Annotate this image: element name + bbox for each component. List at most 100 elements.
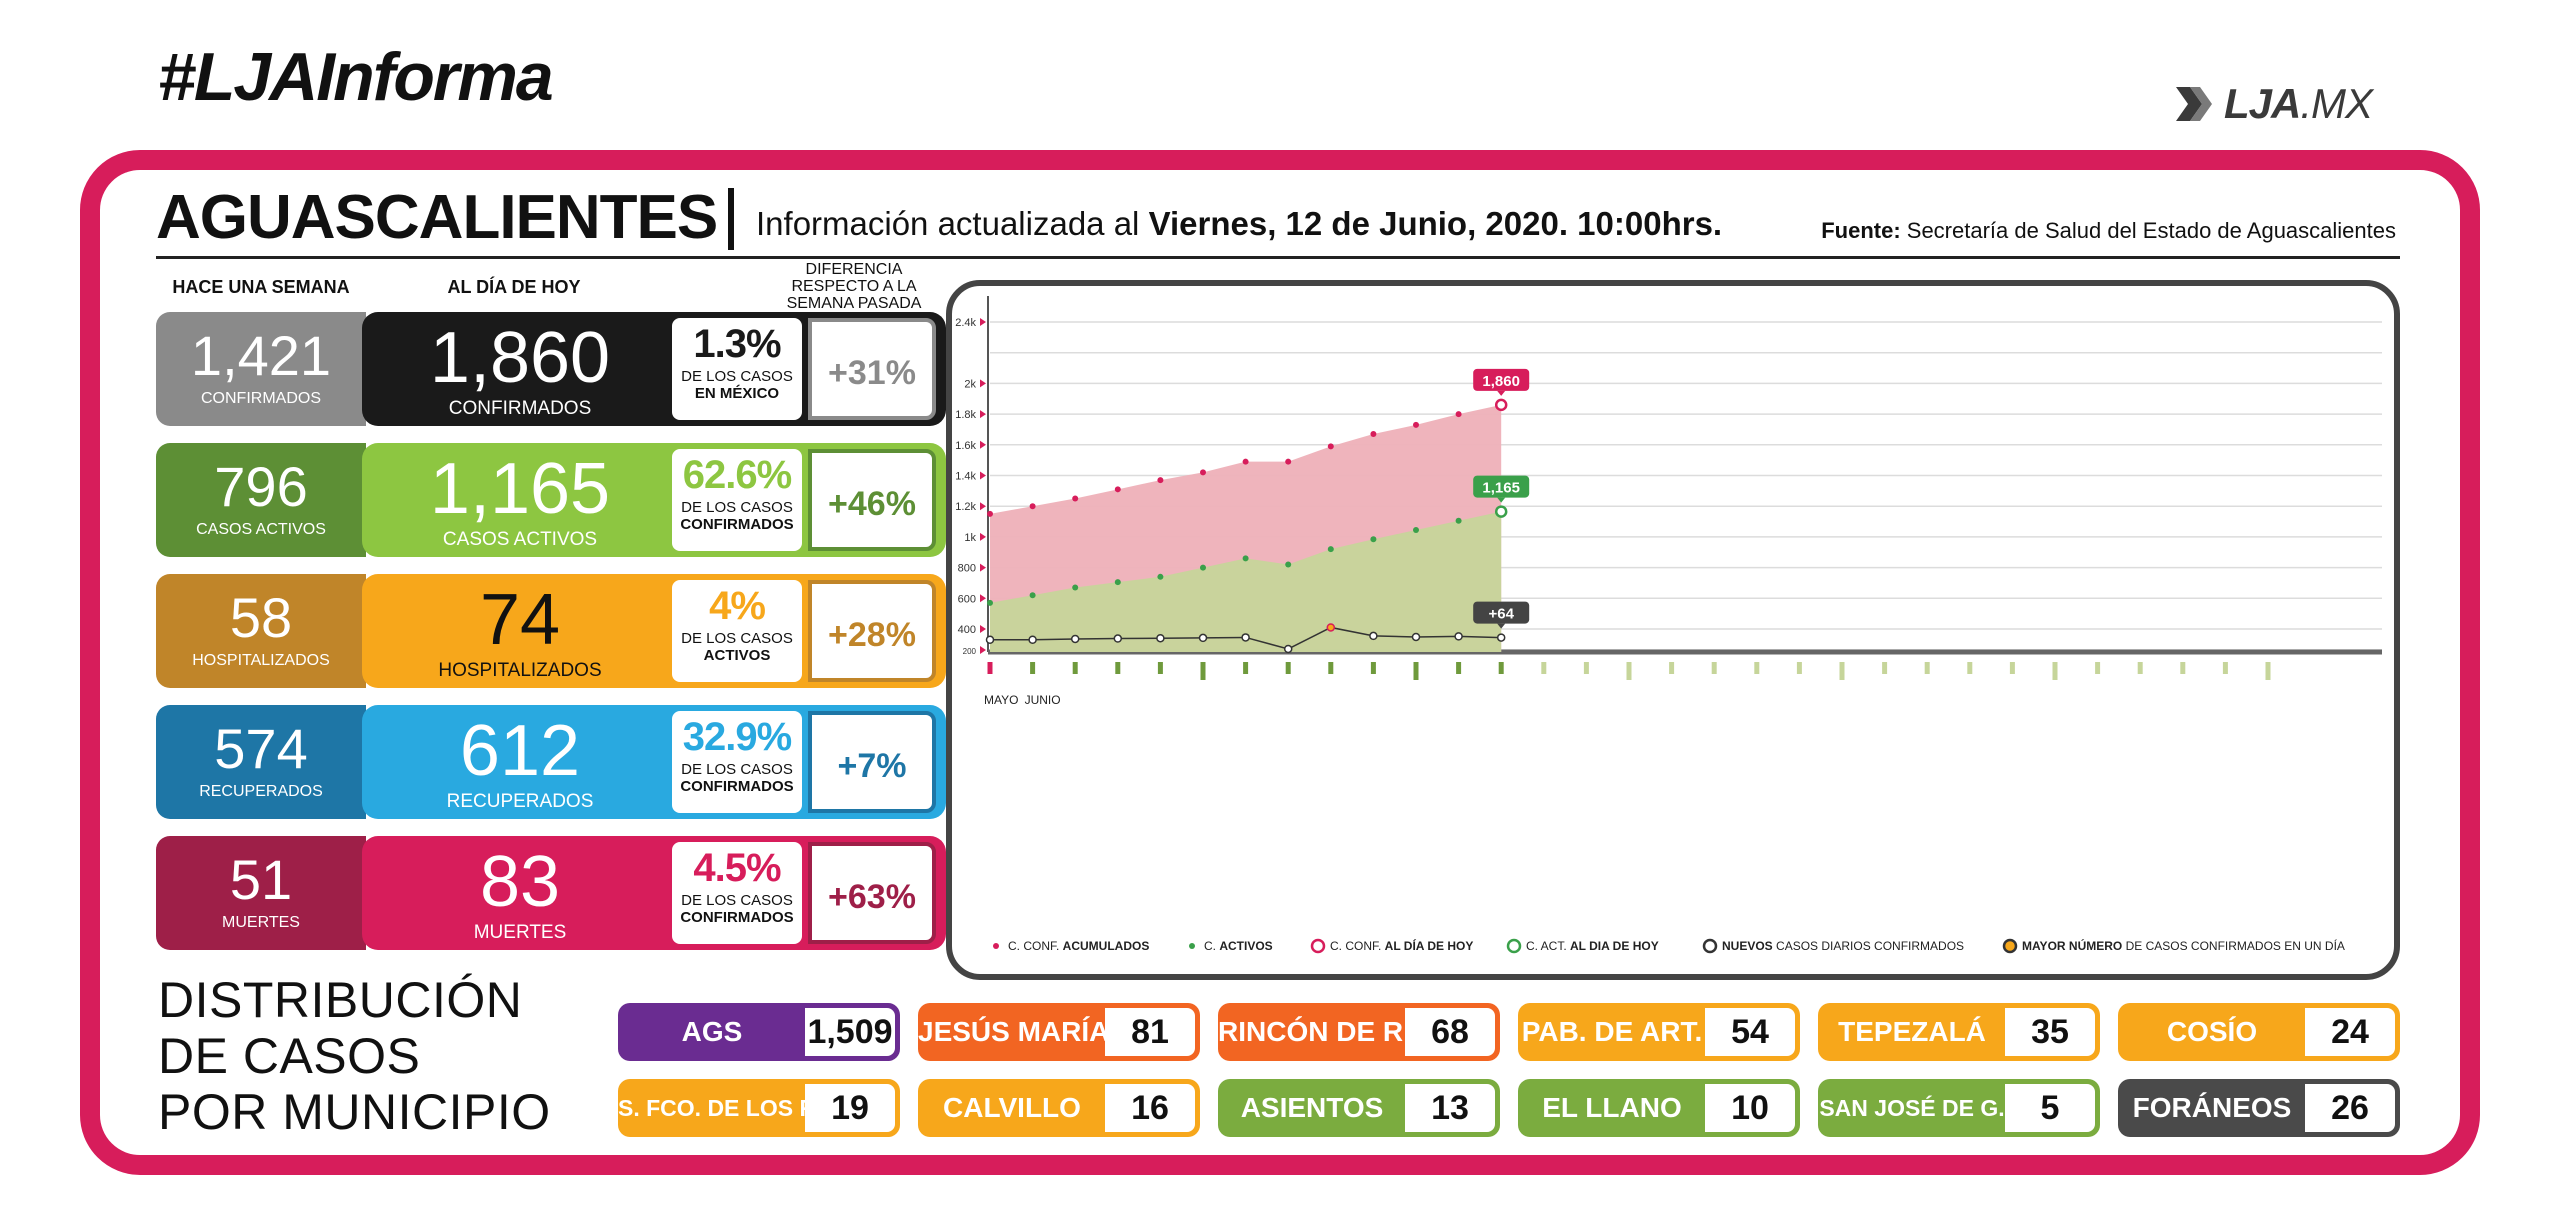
municipality-count: 68 xyxy=(1405,1008,1495,1056)
stat-row-hospitalized: 58 HOSPITALIZADOS 74 HOSPITALIZADOS 4% DE L… xyxy=(156,574,946,688)
callout-confirmed-label: 1,860 xyxy=(1482,373,1520,390)
municipality-name: JESÚS MARÍA xyxy=(918,1016,1110,1047)
y-tick-marker xyxy=(980,440,986,449)
cases-chart: 2.4k 2k 1.8k 1.6k 1.4k 1.2k 1k 800 600 400 200 1,86… xyxy=(955,296,2382,954)
logo-bold: LJA xyxy=(2223,80,2301,127)
point-confirmed xyxy=(1242,458,1249,465)
point-new-cases xyxy=(1283,644,1293,654)
x-day-tick xyxy=(1967,662,1973,674)
legend-label-pre: C. xyxy=(1204,939,1219,953)
x-day-tick xyxy=(1370,662,1376,674)
point-confirmed xyxy=(1413,421,1419,428)
diff-box: +46% xyxy=(808,449,936,551)
y-tick-marker xyxy=(980,532,986,541)
logo-light: .MX xyxy=(2300,80,2373,127)
x-day-tick xyxy=(1924,662,1930,674)
y-tick-label: 800 xyxy=(958,563,976,575)
y-tick-marker xyxy=(980,318,986,326)
point-confirmed xyxy=(1029,503,1036,510)
y-tick-label: 2.4k xyxy=(955,317,976,329)
point-active xyxy=(1327,546,1334,553)
legend-symbol xyxy=(1702,938,1718,954)
diff-box: +63% xyxy=(808,842,936,944)
point-confirmed xyxy=(1455,411,1462,418)
pct-value: 32.9% xyxy=(682,715,792,759)
y-tick-marker xyxy=(980,625,986,633)
x-day-tick xyxy=(2222,662,2228,674)
callout-confirmed-bg xyxy=(1473,368,1530,391)
y-tick-label: 1k xyxy=(964,532,976,544)
municipality-count: 1,509 xyxy=(805,1008,895,1056)
point-new-cases xyxy=(1198,633,1208,643)
pct-l2: CONFIRMADOS xyxy=(680,778,794,795)
point-active xyxy=(1455,517,1462,524)
today-value: 1,860 xyxy=(429,318,611,398)
callout-active-pointer xyxy=(1497,497,1506,503)
point-active xyxy=(1114,579,1121,586)
legend-label-post: DE CASOS CONFIRMADOS EN UN DÍA xyxy=(2122,938,2345,953)
municipality-name: CALVILLO xyxy=(943,1092,1081,1123)
prev-hospitalized: 58 HOSPITALIZADOS xyxy=(156,574,366,688)
pct-l2: CONFIRMADOS xyxy=(680,909,794,926)
municipality-chip: AGS 1,509 xyxy=(618,1003,900,1061)
legend-label: C. ACT. AL DIA DE HOY xyxy=(1526,939,1659,953)
x-day-tick xyxy=(2180,662,2186,674)
diff-box: +7% xyxy=(808,711,936,813)
municipality-name: RINCÓN DE R. xyxy=(1218,1016,1411,1047)
legend-label-pre: C. ACT. xyxy=(1526,939,1570,953)
point-new-cases xyxy=(985,635,995,644)
stat-row-recovered: 574 RECUPERADOS 612 RECUPERADOS 32.9% DE LO… xyxy=(156,705,946,819)
legend-label-post: ACUMULADOS xyxy=(1063,939,1150,953)
today-deaths: 83 MUERTES xyxy=(362,836,678,950)
municipality-chip: RINCÓN DE R. 68 xyxy=(1218,1003,1500,1061)
callout-new-cases-pointer xyxy=(1497,623,1506,629)
x-day-tick xyxy=(1456,662,1462,674)
today-recovered: 612 RECUPERADOS xyxy=(362,705,678,819)
state-title: AGUASCALIENTES xyxy=(156,183,718,252)
diff-box: +31% xyxy=(808,318,936,420)
municipality-count: 81 xyxy=(1105,1008,1195,1056)
point-active xyxy=(1242,555,1249,562)
legend-label-post: ACTIVOS xyxy=(1219,939,1272,953)
point-max-new-cases xyxy=(1326,623,1336,632)
municipality-name: EL LLANO xyxy=(1542,1092,1682,1123)
municipality-chip: FORÁNEOS 26 xyxy=(2118,1079,2400,1137)
pct-value: 4.5% xyxy=(693,846,781,890)
y-tick-marker xyxy=(980,471,986,480)
pct-l1: DE LOS CASOS xyxy=(681,368,793,385)
prev-confirmed: 1,421 CONFIRMADOS xyxy=(156,312,366,426)
callout-confirmed-pointer xyxy=(1497,390,1506,396)
x-day-tick xyxy=(1328,662,1334,674)
point-confirmed xyxy=(1327,443,1334,450)
source-text: Secretaría de Salud del Estado de Aguasc… xyxy=(1900,218,2396,243)
municipality-count: 35 xyxy=(2005,1008,2095,1056)
header-divider xyxy=(728,188,734,250)
legend-symbol xyxy=(993,943,999,949)
pct-value: 4% xyxy=(709,584,766,628)
x-day-tick xyxy=(1754,662,1760,674)
x-day-tick xyxy=(1157,662,1163,674)
pct-box: 62.6% DE LOS CASOS CONFIRMADOS xyxy=(672,449,802,551)
municipality-count: 16 xyxy=(1105,1084,1195,1132)
municipality-count: 24 xyxy=(2305,1008,2395,1056)
point-new-cases xyxy=(1496,633,1506,642)
x-day-tick xyxy=(2052,662,2058,680)
x-day-tick xyxy=(1030,662,1036,674)
brand-hashtag: #LJAInforma xyxy=(158,39,554,115)
x-day-tick xyxy=(2265,662,2271,680)
update-prefix: Información actualizada al xyxy=(756,205,1149,242)
prev-label: RECUPERADOS xyxy=(199,783,323,800)
y-tick-marker xyxy=(980,594,986,603)
point-active xyxy=(987,599,993,606)
point-confirmed xyxy=(1157,477,1164,484)
pct-box: 4% DE LOS CASOS ACTIVOS xyxy=(672,580,802,682)
municipality-count: 19 xyxy=(805,1084,895,1132)
x-day-tick xyxy=(2095,662,2101,674)
legend-label: NUEVOS CASOS DIARIOS CONFIRMADOS xyxy=(1722,939,1964,953)
point-confirmed xyxy=(1072,495,1079,502)
municipality-chip: ASIENTOS 13 xyxy=(1218,1079,1500,1137)
x-label-mayo: MAYO xyxy=(984,693,1018,707)
point-active xyxy=(1370,536,1377,543)
col-week-ago: HACE UNA SEMANA xyxy=(172,277,350,297)
diff-box: +28% xyxy=(808,580,936,682)
